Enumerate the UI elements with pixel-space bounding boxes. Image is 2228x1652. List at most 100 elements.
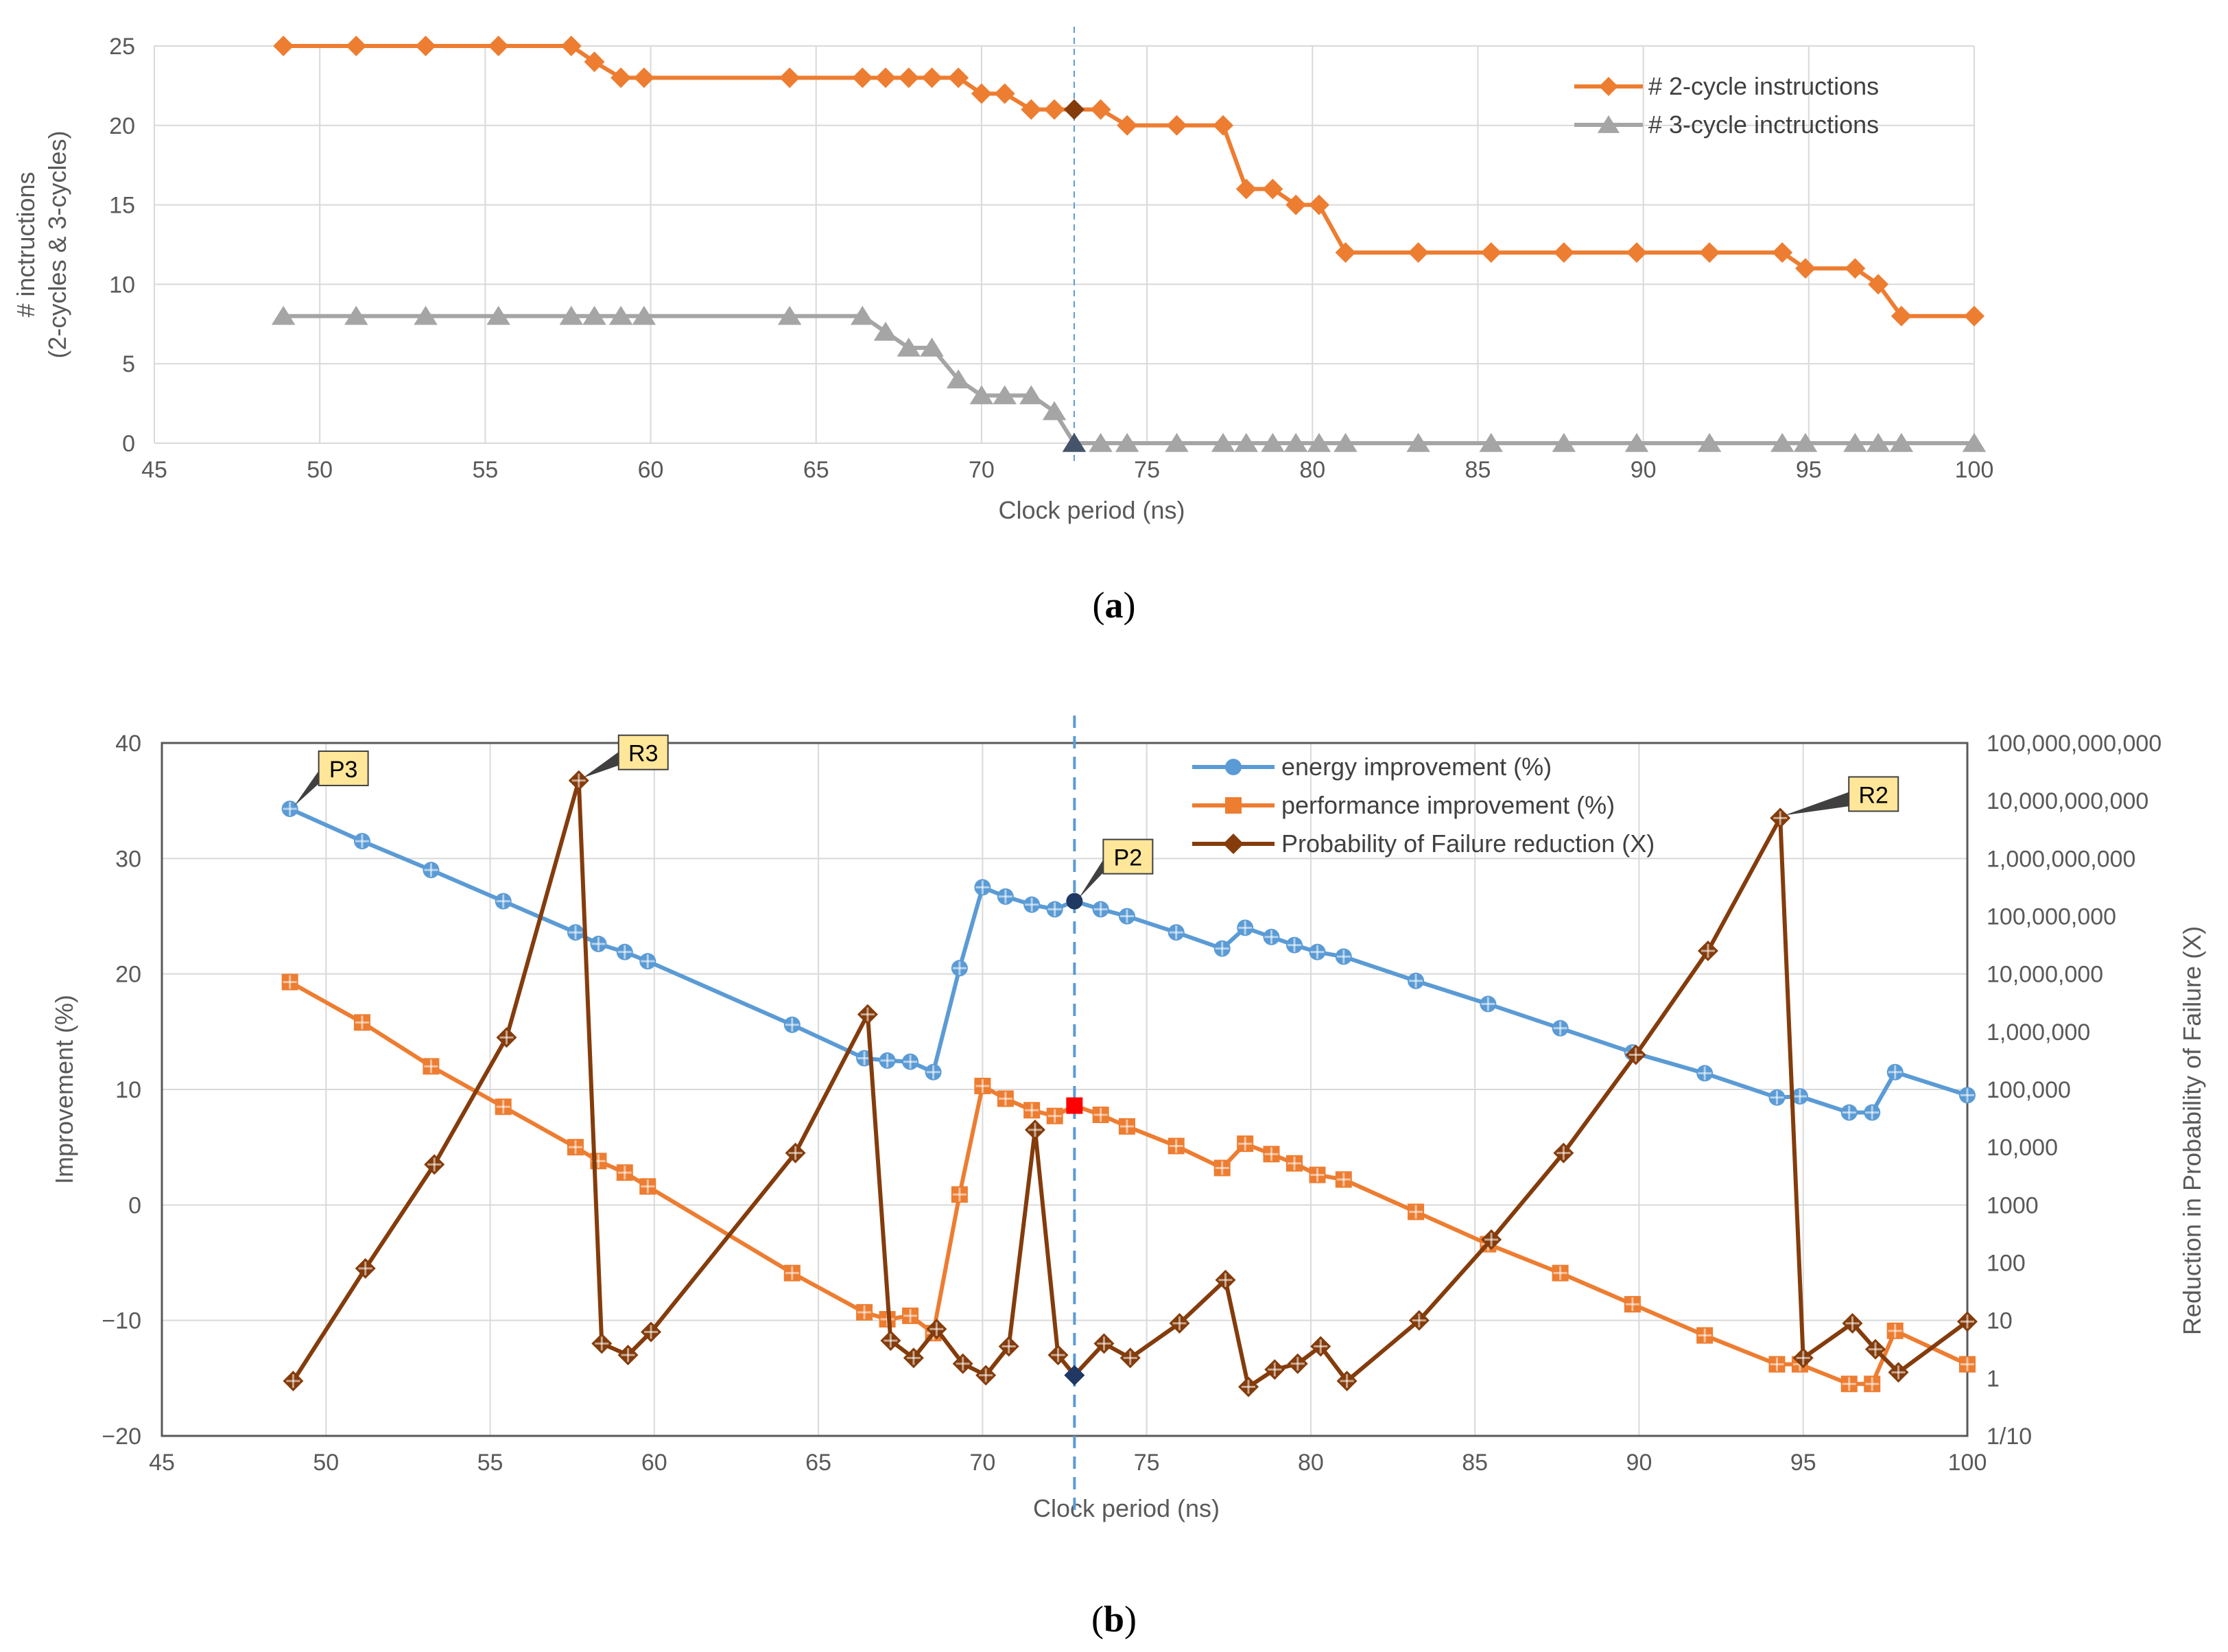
chart-a-series-line-1 (283, 314, 1974, 445)
chart-b-point-cross (1869, 1342, 1883, 1356)
chart-a-point (1552, 433, 1576, 452)
chart-a-xtick-label: 75 (1134, 457, 1160, 483)
chart-b-point-cross (283, 975, 297, 989)
chart-a-point (1308, 194, 1329, 215)
chart-b-point-cross (1340, 1374, 1354, 1389)
chart-b-point-cross (568, 1140, 582, 1155)
chart-b-ytick-label: 20 (115, 962, 141, 988)
chart-a-point (344, 305, 368, 325)
chart-a-ytick-label: 15 (109, 193, 135, 219)
chart-b-y2tick-label: 100,000 (1987, 1077, 2071, 1103)
chart-b-point-cross (1698, 1328, 1712, 1343)
chart-a-xtick-label: 60 (638, 457, 664, 483)
chart-a-point (920, 338, 944, 357)
chart-b-xlabel: Clock period (ns) (1033, 1494, 1220, 1522)
chart-b-callout-r2: R2 (1784, 776, 1899, 816)
chart-b-point-cross (496, 1100, 510, 1114)
chart-b-point-cross (286, 1374, 300, 1389)
chart-b-point-cross (1025, 897, 1039, 912)
chart-a-point (1115, 433, 1139, 452)
chart-b-point (1066, 893, 1083, 910)
chart-b-point-cross (1628, 1048, 1643, 1062)
chart-a-xtick-label: 65 (803, 457, 829, 483)
chart-b-ytick-label: −10 (102, 1308, 141, 1334)
chart-b-callout-pointer (1078, 853, 1108, 899)
chart-a-point (1794, 258, 1816, 279)
chart-b-callout-pointer (1784, 790, 1853, 816)
chart-b-callout-box (318, 750, 369, 786)
chart-b-point-cross (1093, 1108, 1108, 1122)
chart-b-ytick-label: 30 (115, 846, 141, 872)
chart-b-xtick-label: 55 (477, 1450, 503, 1476)
chart-b-point-cross (1773, 811, 1788, 825)
chart-b-panel-letter: b (1104, 1598, 1124, 1640)
chart-a-point (559, 305, 584, 325)
chart-b-legend-label-0: energy improvement (%) (1281, 753, 1552, 781)
chart-a-ytick-label: 5 (122, 351, 135, 377)
chart-b-callout-r3: R3 (582, 734, 669, 778)
chart-b-point-cross (1264, 1147, 1279, 1161)
chart-a-point (1166, 115, 1187, 136)
chart-a-ylabel-line1: # inctructions (12, 172, 40, 317)
chart-a-point (1793, 433, 1818, 452)
chart-b-point-cross (1268, 1362, 1282, 1377)
chart-b-point-cross (1796, 1351, 1810, 1365)
chart-b-xtick-label: 85 (1462, 1450, 1488, 1476)
chart-b-point-cross (880, 1053, 894, 1067)
chart-a-point (1866, 433, 1891, 452)
chart-b-point-cross (1842, 1377, 1856, 1391)
chart-b-y2tick-label: 10 (1987, 1308, 2013, 1334)
chart-a-legend-marker-0 (1599, 77, 1618, 96)
chart-b-y2tick-label: 1,000,000,000 (1987, 846, 2135, 872)
chart-b-ytick-label: 0 (128, 1192, 141, 1218)
chart-b-point-cross (860, 1007, 875, 1022)
chart-b-point-cross (1310, 945, 1325, 959)
chart-a-point (1117, 115, 1138, 136)
chart-b-xtick-label: 100 (1948, 1450, 1987, 1476)
chart-a-point (1553, 242, 1574, 263)
chart-b-point-cross (644, 1325, 659, 1339)
chart-b-point-cross (595, 1336, 609, 1351)
chart-b-point-cross (1310, 1168, 1325, 1182)
chart-b-callout-p2: P2 (1078, 838, 1154, 899)
chart-b-y2tick-label: 10,000 (1987, 1135, 2058, 1161)
chart-b-point-cross (1123, 1351, 1137, 1365)
chart-b-point-cross (1865, 1105, 1880, 1120)
chart-b-point-cross (621, 1348, 635, 1362)
chart-a-point (414, 305, 438, 325)
chart-a-point (1261, 433, 1285, 452)
chart-b-point-cross (975, 880, 990, 895)
chart-b-y2tick-label: 100,000,000 (1987, 904, 2116, 930)
chart-a-ytick-label: 25 (109, 34, 135, 60)
chart-b-callout-label: R2 (1858, 782, 1888, 808)
chart-a-point (1772, 242, 1793, 263)
chart-a-xtick-label: 90 (1631, 457, 1657, 483)
chart-b-point-cross (1888, 1323, 1902, 1338)
chart-a-ytick-label: 20 (109, 113, 135, 139)
chart-b-point-cross (788, 1146, 803, 1160)
chart-a-xtick-label: 95 (1796, 457, 1822, 483)
chart-b-point-cross (641, 954, 655, 969)
chart-b-point-cross (1888, 1065, 1902, 1079)
chart-b-point-cross (358, 1261, 372, 1275)
chart-b-point-cross (1409, 1205, 1423, 1219)
chart-a-point (994, 83, 1015, 104)
chart-a-point (415, 36, 436, 56)
chart-b-point-cross (617, 1166, 632, 1180)
chart-b-xtick-label: 90 (1626, 1450, 1652, 1476)
chart-a-xtick-label: 100 (1955, 457, 1994, 483)
chart-b-xtick-label: 80 (1298, 1450, 1324, 1476)
chart-a-point (1699, 242, 1720, 263)
chart-b-point-cross (903, 1054, 918, 1069)
chart-a-point (1062, 433, 1087, 452)
chart-b-series-line-1 (289, 980, 1969, 1386)
chart-a-panel-letter: a (1105, 585, 1124, 626)
chart-b-point-cross (929, 1322, 944, 1336)
chart-b-series-2 (283, 770, 1978, 1397)
chart-a-point (1235, 178, 1257, 200)
chart-b-point-cross (998, 1092, 1012, 1106)
chart-b-point-cross (926, 1065, 940, 1079)
chart-a-point (1211, 433, 1235, 452)
chart-a-legend-label-1: # 3-cycle inctructions (1648, 110, 1879, 139)
chart-a-point (969, 385, 994, 405)
